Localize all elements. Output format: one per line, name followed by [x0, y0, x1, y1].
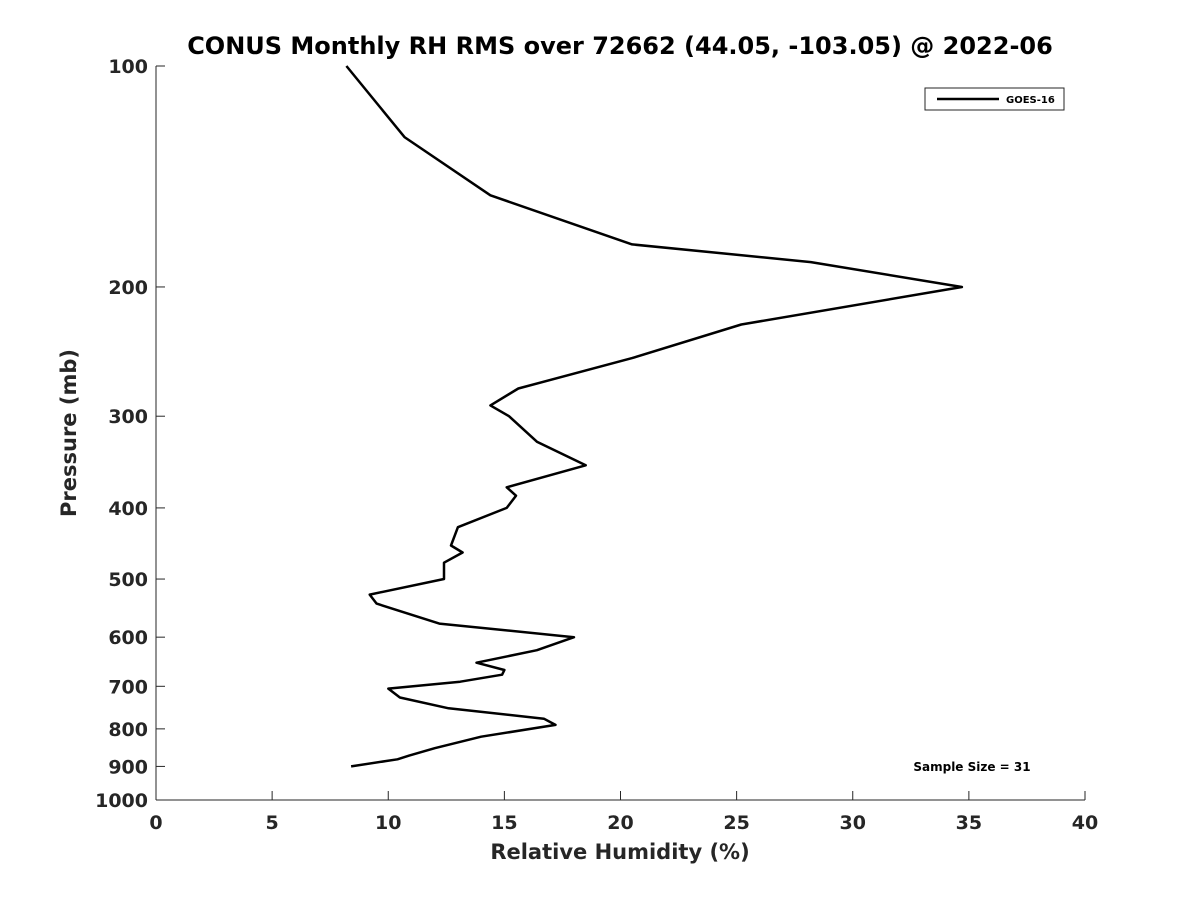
y-tick-label: 500	[108, 569, 148, 591]
x-tick-label: 20	[607, 812, 633, 834]
y-tick-label: 700	[108, 676, 148, 698]
x-tick-label: 15	[491, 812, 517, 834]
x-tick-label: 40	[1072, 812, 1098, 834]
y-axis-label: Pressure (mb)	[57, 349, 81, 517]
y-tick-label: 200	[108, 277, 148, 299]
x-tick-label: 10	[375, 812, 401, 834]
sample-size-annotation: Sample Size = 31	[913, 760, 1030, 774]
y-tick-label: 600	[108, 627, 148, 649]
y-axis-ticks: 100 200 300 400 500 600 700 800 900 1000	[95, 56, 165, 812]
x-tick-label: 25	[723, 812, 749, 834]
y-tick-label: 800	[108, 719, 148, 741]
x-tick-label: 30	[840, 812, 866, 834]
x-tick-label: 0	[149, 812, 162, 834]
y-tick-label: 300	[108, 406, 148, 428]
series-line-goes-16	[345, 65, 964, 768]
plot-area: 0 5 10 15 20 25 30 35 40 100 200 300 400 500 600 700 80…	[95, 56, 1098, 834]
y-tick-label: 100	[108, 56, 148, 78]
x-axis-label: Relative Humidity (%)	[490, 840, 749, 864]
x-axis-ticks: 0 5 10 15 20 25 30 35 40	[149, 791, 1098, 834]
chart-title: CONUS Monthly RH RMS over 72662 (44.05, …	[187, 32, 1053, 60]
legend: GOES-16	[924, 87, 1065, 111]
x-tick-label: 5	[266, 812, 279, 834]
legend-label-goes-16: GOES-16	[1006, 95, 1055, 106]
x-tick-label: 35	[956, 812, 982, 834]
y-tick-label: 400	[108, 498, 148, 520]
y-tick-label: 1000	[95, 790, 148, 812]
y-tick-label: 900	[108, 756, 148, 778]
